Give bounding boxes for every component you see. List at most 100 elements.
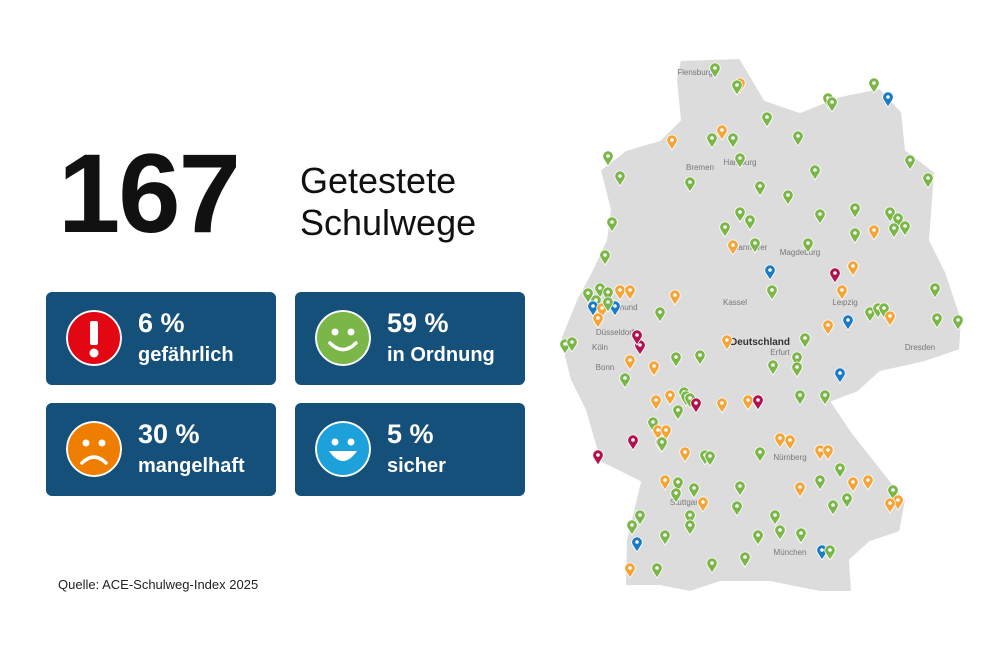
map-pin-dot [853, 206, 857, 210]
map-pin-dot [723, 225, 727, 229]
map-pin [847, 260, 859, 277]
map-label: Leipzig [832, 298, 857, 307]
map-pin-dot [818, 478, 822, 482]
map-pin [834, 462, 846, 479]
map-pin-dot [676, 408, 680, 412]
map-pin [884, 497, 896, 514]
map-pin-dot [926, 176, 930, 180]
map-pin-dot [720, 128, 724, 132]
map-pin [651, 562, 663, 579]
map-pin [619, 372, 631, 389]
map-pin-dot [596, 316, 600, 320]
map-pin [664, 389, 676, 406]
map-pin [666, 134, 678, 151]
map-pin-dot [748, 218, 752, 222]
map-pin-dot [710, 561, 714, 565]
map-pin-dot [813, 168, 817, 172]
map-pin [766, 284, 778, 301]
map-pin [774, 524, 786, 541]
country-shape [558, 56, 964, 594]
map-pin-dot [635, 333, 639, 337]
map-pin-dot [598, 286, 602, 290]
map-pin-dot [618, 174, 622, 178]
map-pin-dot [903, 224, 907, 228]
source: Quelle: ACE-Schulweg-Index 2025 [58, 577, 259, 592]
map-pin-dot [600, 306, 604, 310]
map-pin-dot [851, 264, 855, 268]
map-pin-dot [840, 288, 844, 292]
map-pin [592, 449, 604, 466]
map-pin [734, 206, 746, 223]
map-pin [814, 208, 826, 225]
tile-percent: 6 % [138, 308, 185, 338]
map-pin [795, 527, 807, 544]
map-pin [670, 487, 682, 504]
map-pin-dot [891, 488, 895, 492]
map-pin-dot [663, 478, 667, 482]
map-pin-dot [628, 566, 632, 570]
map-pin [706, 557, 718, 574]
map-pin-dot [708, 454, 712, 458]
map-pin-dot [668, 393, 672, 397]
map-pin-dot [828, 548, 832, 552]
map-pin-dot [618, 288, 622, 292]
map-pin [602, 150, 614, 167]
map-pin [784, 434, 796, 451]
map-pin-dot [738, 484, 742, 488]
map-pin [582, 287, 594, 304]
map-pin-dot [888, 314, 892, 318]
map-pin [650, 394, 662, 411]
map-pin [774, 432, 786, 449]
map-pin-dot [758, 184, 762, 188]
map-pin [704, 450, 716, 467]
headline-number: 167 [58, 131, 241, 256]
map-pin-dot [866, 478, 870, 482]
map-pin [827, 499, 839, 516]
tile-percent: 5 % [387, 419, 434, 449]
map-pin-dot [886, 95, 890, 99]
map-pin [670, 351, 682, 368]
map-pin-dot [798, 393, 802, 397]
map-pin-dot [606, 154, 610, 158]
map-pin-dot [674, 355, 678, 359]
map-pin-dot [710, 136, 714, 140]
map-pin-dot [654, 398, 658, 402]
tile-label: in Ordnung [387, 344, 495, 366]
map-pin [599, 249, 611, 266]
map-pin [899, 220, 911, 237]
map-pin [809, 164, 821, 181]
map-pin [882, 91, 894, 108]
map-pin [841, 492, 853, 509]
map-pin-dot [956, 318, 960, 322]
map-pin [822, 319, 834, 336]
map-pin [849, 202, 861, 219]
map-pin [836, 284, 848, 301]
map-pin-dot [803, 336, 807, 340]
map-pin [749, 237, 761, 254]
map-pin [648, 360, 660, 377]
map-pin-dot [623, 376, 627, 380]
map-pin [656, 436, 668, 453]
tile: 5 % sicher [295, 403, 525, 496]
map-pin-dot [798, 485, 802, 489]
map-pin-dot [688, 180, 692, 184]
map-pin [888, 222, 900, 239]
map-pin [709, 62, 721, 79]
map-pin [822, 444, 834, 461]
map-pin [660, 424, 672, 441]
map-pin [734, 480, 746, 497]
map-pin [922, 172, 934, 189]
map-pin-dot [746, 398, 750, 402]
map-label: Hannover [733, 243, 768, 252]
map-pin-dot [720, 401, 724, 405]
map-pin-dot [882, 306, 886, 310]
map-pin-dot [833, 271, 837, 275]
map-pin-dot [820, 548, 824, 552]
map-pin [884, 310, 896, 327]
map-pin-dot [826, 448, 830, 452]
map-pin [634, 509, 646, 526]
map-pin [868, 77, 880, 94]
map-label: Kassel [723, 298, 747, 307]
map-pin [769, 509, 781, 526]
map-label: Düsseldorf [596, 328, 635, 337]
